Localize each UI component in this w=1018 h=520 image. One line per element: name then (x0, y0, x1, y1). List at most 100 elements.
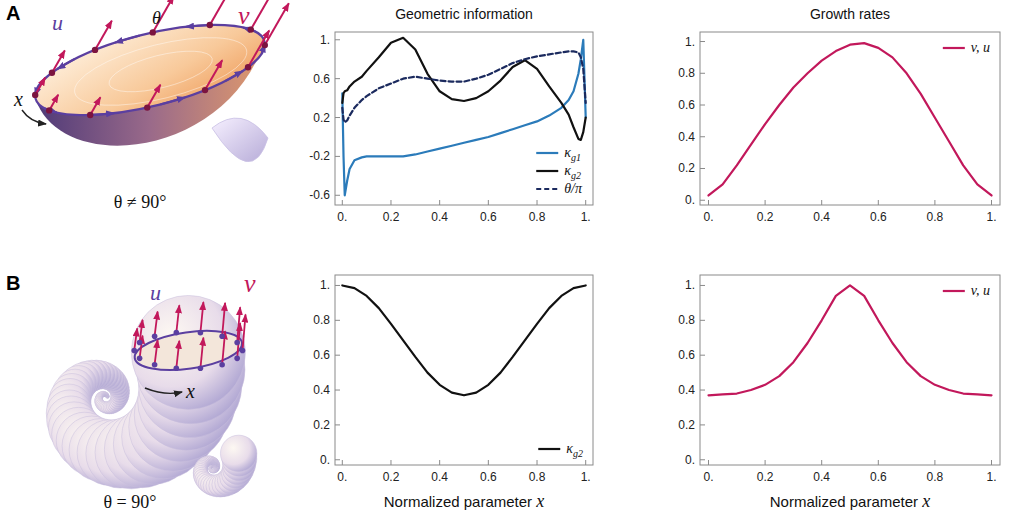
x-tick (390, 200, 391, 205)
x-tick (439, 460, 440, 465)
y-tick-label: 0.4 (678, 130, 695, 144)
rim-dot (137, 356, 143, 362)
growth-arrow (237, 307, 240, 342)
x-arrow (145, 388, 182, 393)
caption: θ ≠ 90° (114, 192, 167, 212)
data-group (342, 38, 585, 195)
x-axis-title: Normalized parameter x (384, 491, 545, 511)
series-line (342, 38, 585, 140)
x-tick (488, 460, 489, 465)
x-tick-label: 0.8 (529, 210, 546, 224)
data-group (708, 285, 991, 395)
y-tick (700, 136, 705, 137)
y-tick (335, 424, 340, 425)
rim-dot (150, 29, 156, 35)
legend-label: κg2 (566, 441, 583, 459)
x-tick (537, 200, 538, 205)
y-tick (700, 424, 705, 425)
x-tick (342, 200, 343, 205)
x-tick-label: 0.4 (813, 210, 830, 224)
y-tick (335, 78, 340, 79)
y-tick (700, 285, 705, 286)
legend-subscript: g1 (571, 152, 581, 163)
label-v: v (238, 1, 250, 30)
rim-dot (87, 112, 93, 118)
rim-dot (219, 333, 225, 339)
x-tick-label: 0.2 (383, 470, 400, 484)
series-line (342, 285, 585, 395)
y-tick-label: 0.6 (678, 348, 695, 362)
x-tick (537, 460, 538, 465)
x-tick-label: 0.6 (870, 470, 887, 484)
chart-title: Geometric information (395, 6, 533, 22)
y-tick-label: 0.2 (313, 418, 330, 432)
x-axis-title-var: x (921, 491, 930, 511)
y-tick-label: 0.8 (313, 313, 330, 327)
x-tick (991, 460, 992, 465)
plot-frame (335, 32, 593, 205)
x-tick-label: 1. (987, 470, 997, 484)
rim-dot (240, 348, 246, 354)
rim-dot (32, 92, 38, 98)
y-tick-label: 0.2 (678, 161, 695, 175)
x-tick (934, 200, 935, 205)
plot-frame (335, 275, 593, 465)
rim-dot (131, 348, 137, 354)
shell-whorl (131, 295, 245, 409)
plot-frame (700, 275, 1000, 465)
rim-curve (27, 7, 273, 134)
legend-label: v, u (971, 40, 990, 55)
x-tick (991, 200, 992, 205)
legend-label: θ/π (564, 181, 583, 196)
growth-arrow (176, 341, 179, 368)
label-x: x (13, 88, 23, 110)
x-tick (821, 200, 822, 205)
growth-arrow (140, 320, 143, 343)
growth-arrow (251, 0, 276, 30)
x-tick-label: 0.6 (870, 210, 887, 224)
y-tick-label: 0.6 (678, 98, 695, 112)
series-line (342, 51, 585, 122)
illustration-b: uvxθ = 90° (46, 269, 257, 512)
tangent-arrow (226, 71, 243, 81)
rim-dot (245, 64, 251, 70)
growth-arrow (200, 302, 203, 333)
growth-arrow (265, 3, 289, 45)
x-axis-title-text: Normalized parameter (770, 493, 923, 510)
chart: 0.0.20.40.60.81.0.0.20.40.60.81.Normaliz… (678, 275, 1000, 511)
data-group (342, 285, 585, 395)
shell-grid (68, 24, 253, 119)
y-tick (700, 320, 705, 321)
rim-dot (92, 47, 98, 53)
legend: v, u (943, 283, 990, 298)
x-tick-label: 1. (581, 470, 591, 484)
legend-swatch (536, 152, 558, 154)
y-tick-label: 0.8 (678, 66, 695, 80)
y-tick-label: 0.4 (678, 383, 695, 397)
legend-swatch (943, 47, 965, 49)
x-tick-label: 0.2 (757, 470, 774, 484)
legend-swatch (538, 448, 560, 450)
y-tick (700, 355, 705, 356)
caption: θ = 90° (104, 492, 157, 512)
inset-shell (193, 435, 257, 497)
growth-arrow (210, 0, 234, 25)
rim-dot (207, 22, 213, 28)
rim-dot (152, 362, 158, 368)
series-line (342, 40, 585, 196)
y-tick-label: 1. (685, 278, 695, 292)
growth-arrow (134, 328, 137, 350)
growth-arrow (153, 0, 174, 32)
x-tick-label: 0.6 (480, 470, 497, 484)
y-tick-label: -0.6 (309, 188, 330, 202)
tangent-arrow (115, 35, 140, 42)
y-tick (335, 285, 340, 286)
y-tick-label: -0.2 (309, 149, 330, 163)
x-tick (878, 460, 879, 465)
rim-dot (202, 87, 208, 93)
rim-dot (174, 330, 180, 336)
x-tick-label: 0.4 (431, 210, 448, 224)
x-tick-label: 0.2 (757, 210, 774, 224)
label-v: v (244, 269, 256, 298)
y-tick (700, 168, 705, 169)
